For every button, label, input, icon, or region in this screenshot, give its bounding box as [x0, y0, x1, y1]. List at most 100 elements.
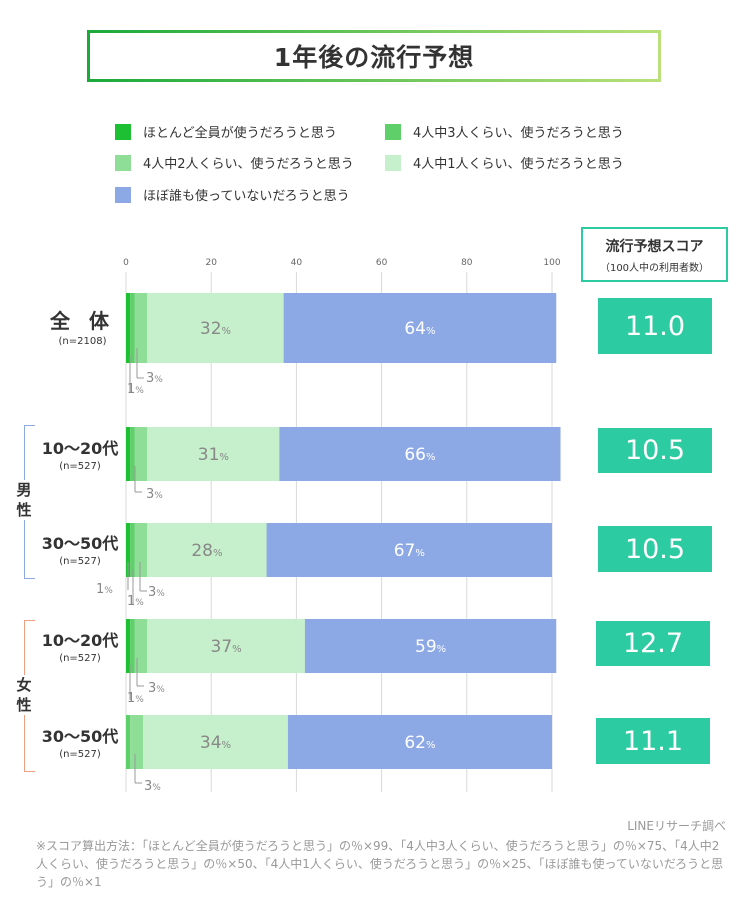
legend-label: 4人中1人くらい、使うだろうと思う — [413, 157, 624, 172]
bar-data-label: 62% — [404, 733, 435, 753]
bar-segment — [304, 619, 557, 673]
bar-segment — [147, 523, 267, 577]
group-label-male: 男 性 — [14, 480, 34, 520]
bar-data-label-unit: % — [232, 644, 242, 655]
bar-data-label-unit: % — [426, 452, 436, 463]
bar-segment — [283, 293, 557, 363]
legend-label: 4人中3人くらい、使うだろうと思う — [413, 126, 624, 141]
callout-label-unit: % — [135, 386, 144, 396]
callout-label-unit: % — [154, 375, 163, 385]
callout-label: 1% — [127, 594, 144, 609]
legend-swatch — [385, 123, 401, 140]
bar-segment — [126, 293, 131, 363]
bar-segment — [130, 427, 135, 481]
legend-item: ほとんど全員が使うだろうと思う — [115, 122, 337, 141]
bar-data-label-unit: % — [219, 452, 229, 463]
x-tick-label: 0 — [123, 258, 129, 268]
legend-item: ほぼ誰も使っていないだろうと思う — [115, 185, 350, 204]
legend-swatch — [115, 154, 131, 171]
x-tick-label: 20 — [205, 258, 217, 268]
row-label-female-older: 30〜50代 (n=527) — [35, 723, 125, 760]
bar-segment — [130, 293, 135, 363]
bar-segment — [130, 715, 144, 769]
legend-label: ほとんど全員が使うだろうと思う — [143, 126, 337, 141]
row-label-text: 全 体 — [50, 309, 115, 333]
bar-data-label: 32% — [200, 319, 231, 339]
bar-segment — [287, 715, 552, 769]
bar-segment — [126, 619, 131, 673]
bar-segment — [143, 715, 288, 769]
bar-segment — [126, 523, 131, 577]
callout-label: 3% — [146, 371, 163, 386]
x-tick-label: 60 — [376, 258, 388, 268]
row-label-male-young: 10〜20代 (n=527) — [35, 435, 125, 472]
callout-label: 1% — [127, 382, 144, 397]
bar-data-label-unit: % — [426, 326, 436, 337]
score-box-total: 11.0 — [598, 298, 712, 354]
bar-data-label: 64% — [404, 319, 435, 339]
legend-swatch — [115, 186, 131, 203]
footnote: ※スコア算出方法：「ほとんど全員が使うだろうと思う」の％×99、「4人中3人くら… — [36, 839, 724, 889]
bar-segment — [266, 523, 552, 577]
callout-label: 3% — [144, 779, 161, 794]
callout-label-unit: % — [152, 783, 161, 793]
bar-segment — [147, 427, 280, 481]
row-label-text: 30〜50代 — [41, 534, 119, 553]
legend-swatch — [385, 154, 401, 171]
legend-item: 4人中3人くらい、使うだろうと思う — [385, 122, 624, 141]
score-box-female-young: 12.7 — [596, 621, 710, 666]
bar-segment — [130, 619, 135, 673]
chart-title: 1年後の流行予想 — [87, 30, 661, 82]
bar-data-label-unit: % — [222, 326, 232, 337]
row-sample-size: (n=527) — [59, 461, 101, 472]
bar-data-label: 31% — [198, 445, 229, 465]
bar-data-label-unit: % — [437, 644, 447, 655]
score-box-female-older: 11.1 — [596, 718, 710, 764]
callout-label-unit: % — [156, 589, 165, 599]
row-label-male-older: 30〜50代 (n=527) — [35, 530, 125, 567]
callout-label-unit: % — [104, 586, 113, 596]
bar-data-label: 67% — [394, 541, 425, 561]
legend-label: ほぼ誰も使っていないだろうと思う — [143, 189, 350, 204]
bar-segment — [126, 427, 131, 481]
bar-data-label-unit: % — [426, 740, 436, 751]
bar-segment — [130, 523, 135, 577]
bar-segment — [147, 293, 284, 363]
callout-label-unit: % — [135, 695, 144, 705]
score-header: 流行予想スコア （100人中の利用者数） — [581, 227, 728, 282]
callout-label: 3% — [148, 585, 165, 600]
bar-segment — [147, 619, 305, 673]
bar-segment — [126, 715, 131, 769]
row-sample-size: (n=527) — [59, 653, 101, 664]
bar-segment — [134, 293, 148, 363]
row-label-text: 10〜20代 — [41, 631, 119, 650]
row-label-text: 10〜20代 — [41, 439, 119, 458]
score-box-male-older: 10.5 — [598, 526, 712, 572]
callout-label-unit: % — [156, 685, 165, 695]
legend-item: 4人中1人くらい、使うだろうと思う — [385, 153, 624, 172]
x-tick-label: 100 — [543, 258, 560, 268]
legend-swatch — [115, 123, 131, 140]
row-label-total: 全 体 (n=2108) — [40, 305, 125, 347]
bar-data-label-unit: % — [415, 548, 425, 559]
score-header-subtitle: （100人中の利用者数） — [599, 263, 710, 274]
row-label-text: 30〜50代 — [41, 727, 119, 746]
row-sample-size: (n=527) — [59, 749, 101, 760]
callout-label-unit: % — [154, 491, 163, 501]
bar-segment — [134, 619, 148, 673]
source-note: LINEリサーチ調べ — [627, 819, 726, 833]
callout-label: 3% — [148, 681, 165, 696]
x-tick-label: 80 — [461, 258, 473, 268]
bar-data-label-unit: % — [213, 548, 223, 559]
legend-label: 4人中2人くらい、使うだろうと思う — [143, 157, 354, 172]
bar-data-label: 28% — [191, 541, 222, 561]
bar-data-label: 66% — [404, 445, 435, 465]
bar-segment — [279, 427, 561, 481]
callout-label: 3% — [146, 487, 163, 502]
bar-segment — [134, 523, 148, 577]
row-label-female-young: 10〜20代 (n=527) — [35, 627, 125, 664]
callout-label-unit: % — [135, 598, 144, 608]
bar-data-label: 59% — [415, 637, 446, 657]
x-tick-label: 40 — [291, 258, 303, 268]
bar-segment — [134, 427, 148, 481]
